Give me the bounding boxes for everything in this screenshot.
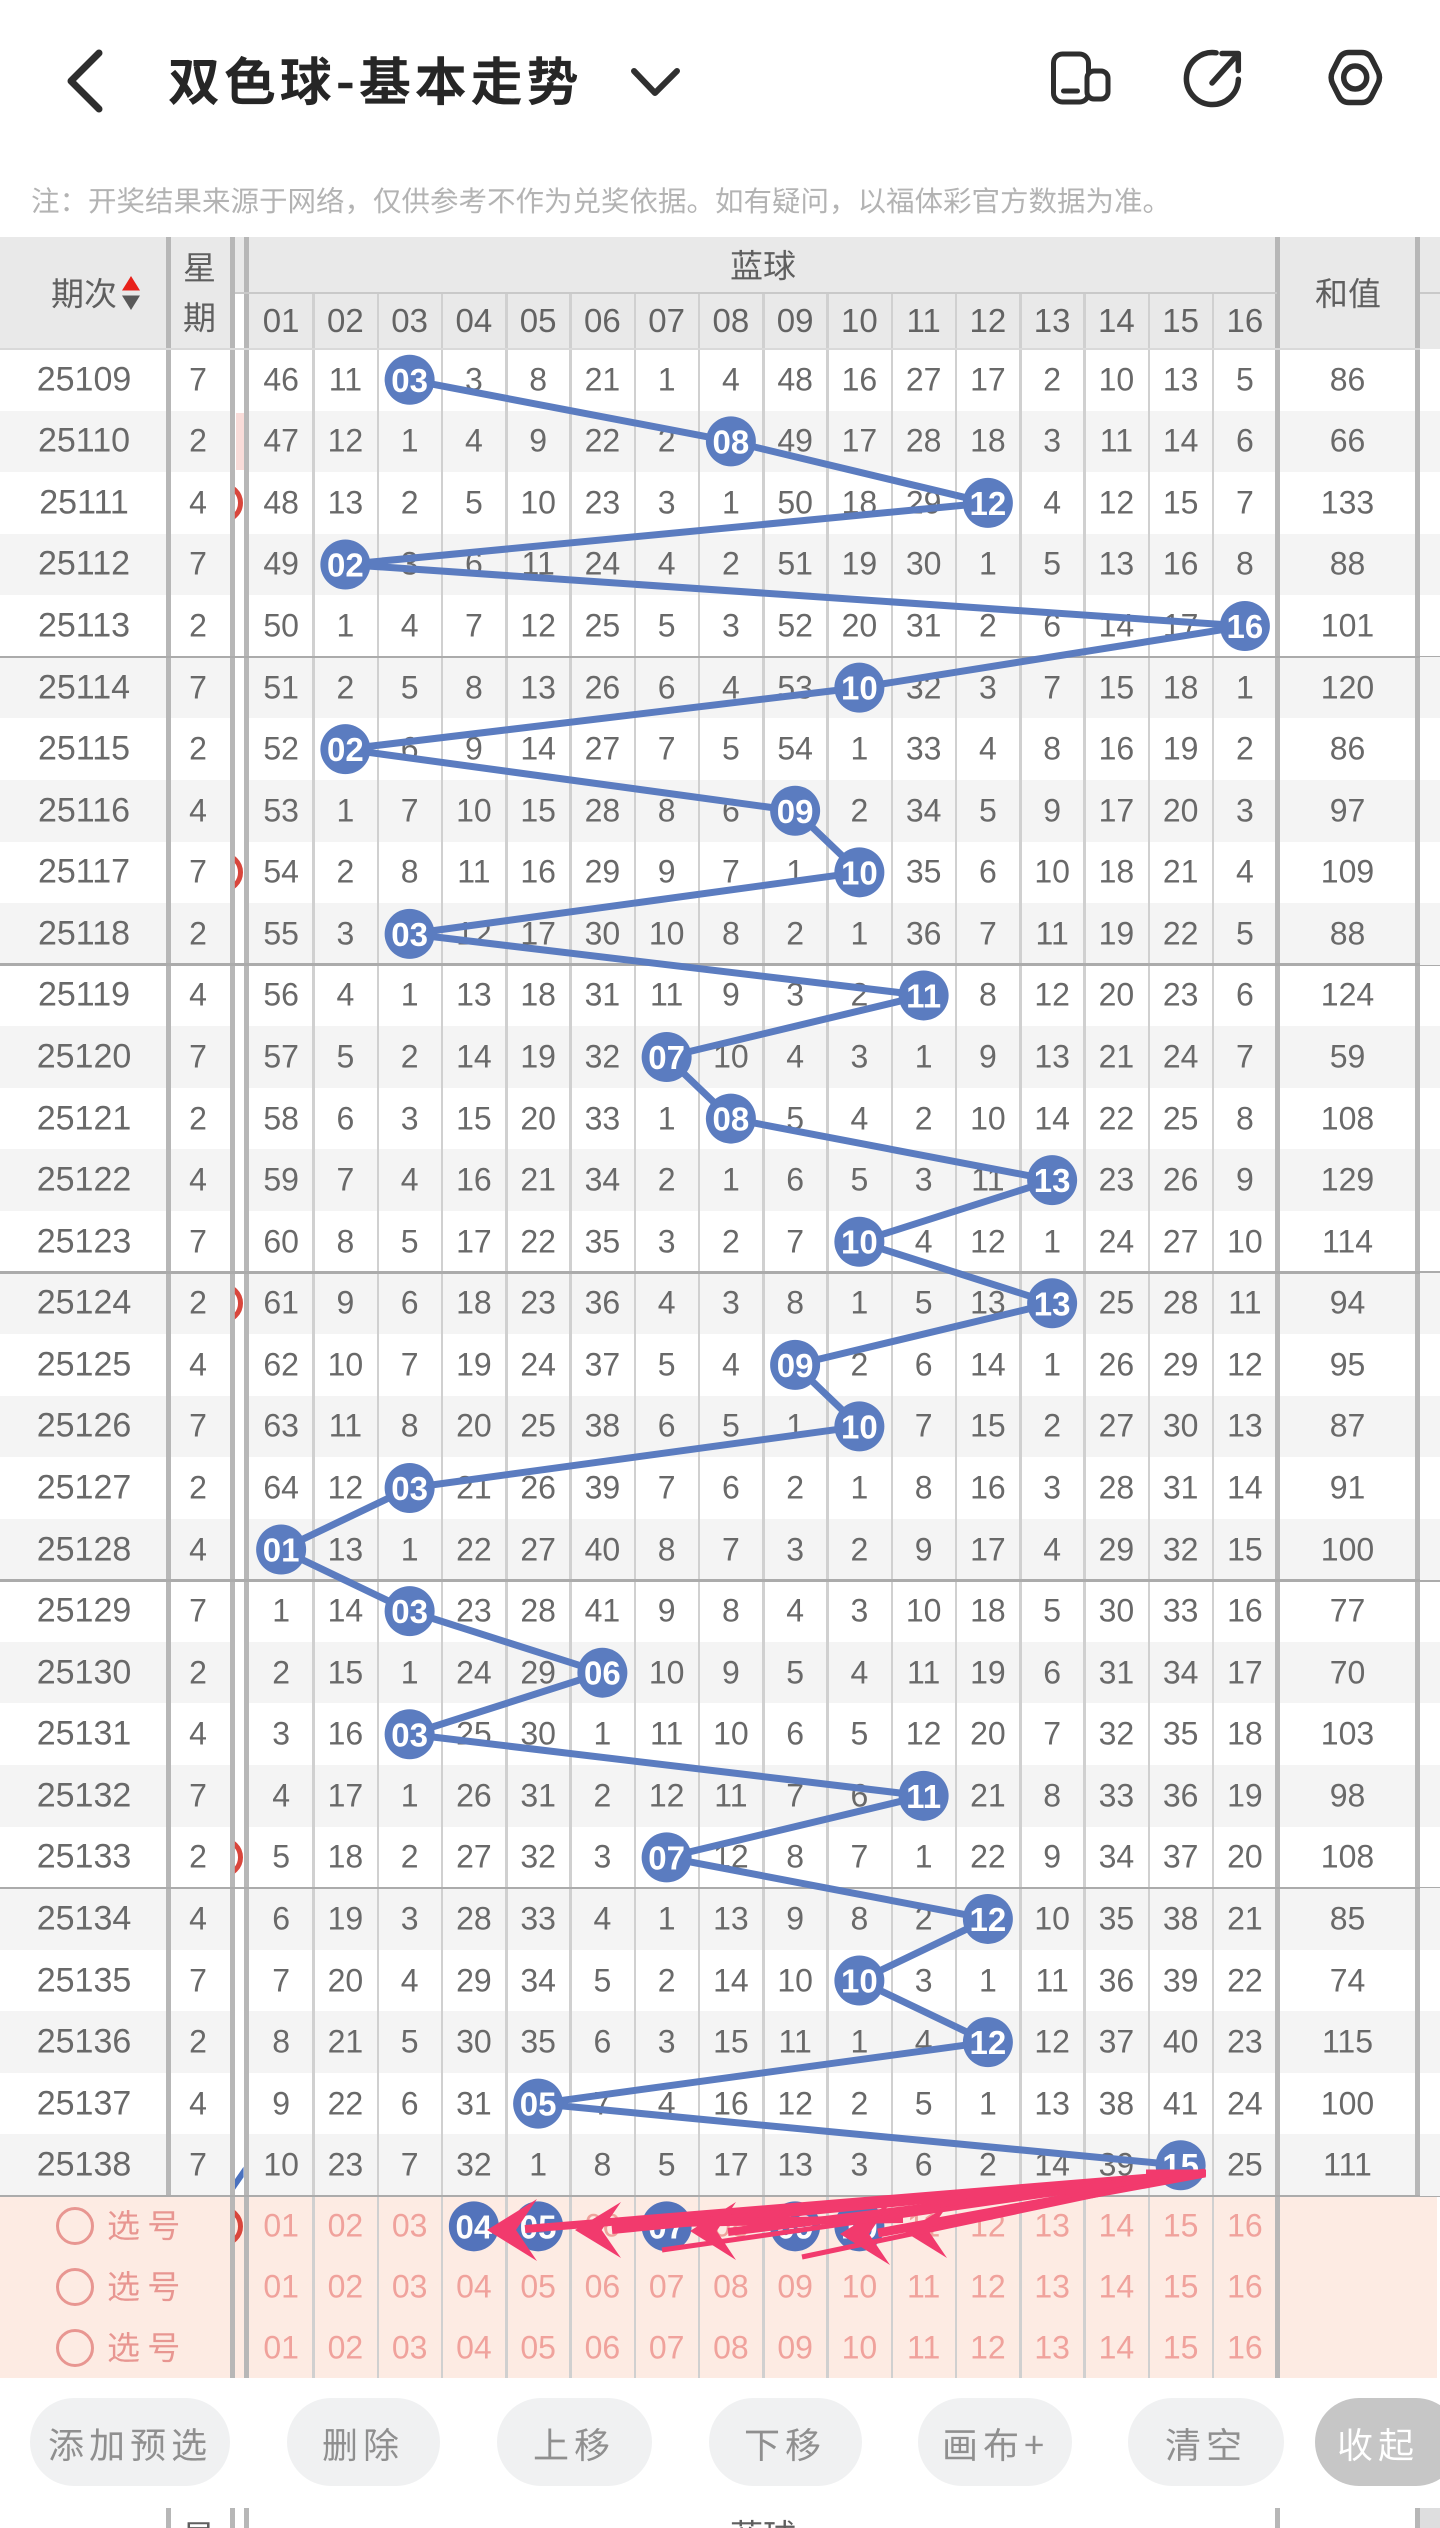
svg-text:10: 10 — [841, 1408, 878, 1445]
svg-text:07: 07 — [648, 1039, 685, 1076]
svg-text:02: 02 — [327, 546, 364, 583]
svg-text:12: 12 — [970, 1901, 1007, 1938]
svg-text:07: 07 — [648, 1839, 685, 1876]
svg-text:03: 03 — [391, 362, 428, 399]
svg-text:10: 10 — [841, 854, 878, 891]
svg-text:10: 10 — [841, 670, 878, 707]
svg-text:10: 10 — [841, 1963, 878, 2000]
svg-text:02: 02 — [327, 731, 364, 768]
svg-text:11: 11 — [906, 1778, 941, 1815]
svg-text:08: 08 — [713, 423, 750, 460]
svg-text:08: 08 — [713, 1101, 750, 1138]
svg-text:13: 13 — [1034, 1162, 1071, 1199]
svg-text:01: 01 — [263, 1532, 300, 1569]
svg-text:04: 04 — [456, 2208, 493, 2245]
svg-text:03: 03 — [391, 1593, 428, 1630]
svg-text:12: 12 — [970, 2024, 1007, 2061]
svg-text:03: 03 — [391, 1470, 428, 1507]
svg-text:10: 10 — [841, 1224, 878, 1261]
svg-text:09: 09 — [777, 1347, 814, 1384]
svg-text:16: 16 — [1227, 608, 1264, 645]
svg-text:05: 05 — [520, 2086, 557, 2123]
svg-text:12: 12 — [970, 485, 1007, 522]
svg-text:03: 03 — [391, 916, 428, 953]
svg-text:09: 09 — [777, 793, 814, 830]
svg-text:11: 11 — [906, 977, 941, 1014]
svg-text:06: 06 — [584, 1655, 621, 1692]
svg-text:03: 03 — [391, 1716, 428, 1753]
svg-text:13: 13 — [1034, 1285, 1071, 1322]
